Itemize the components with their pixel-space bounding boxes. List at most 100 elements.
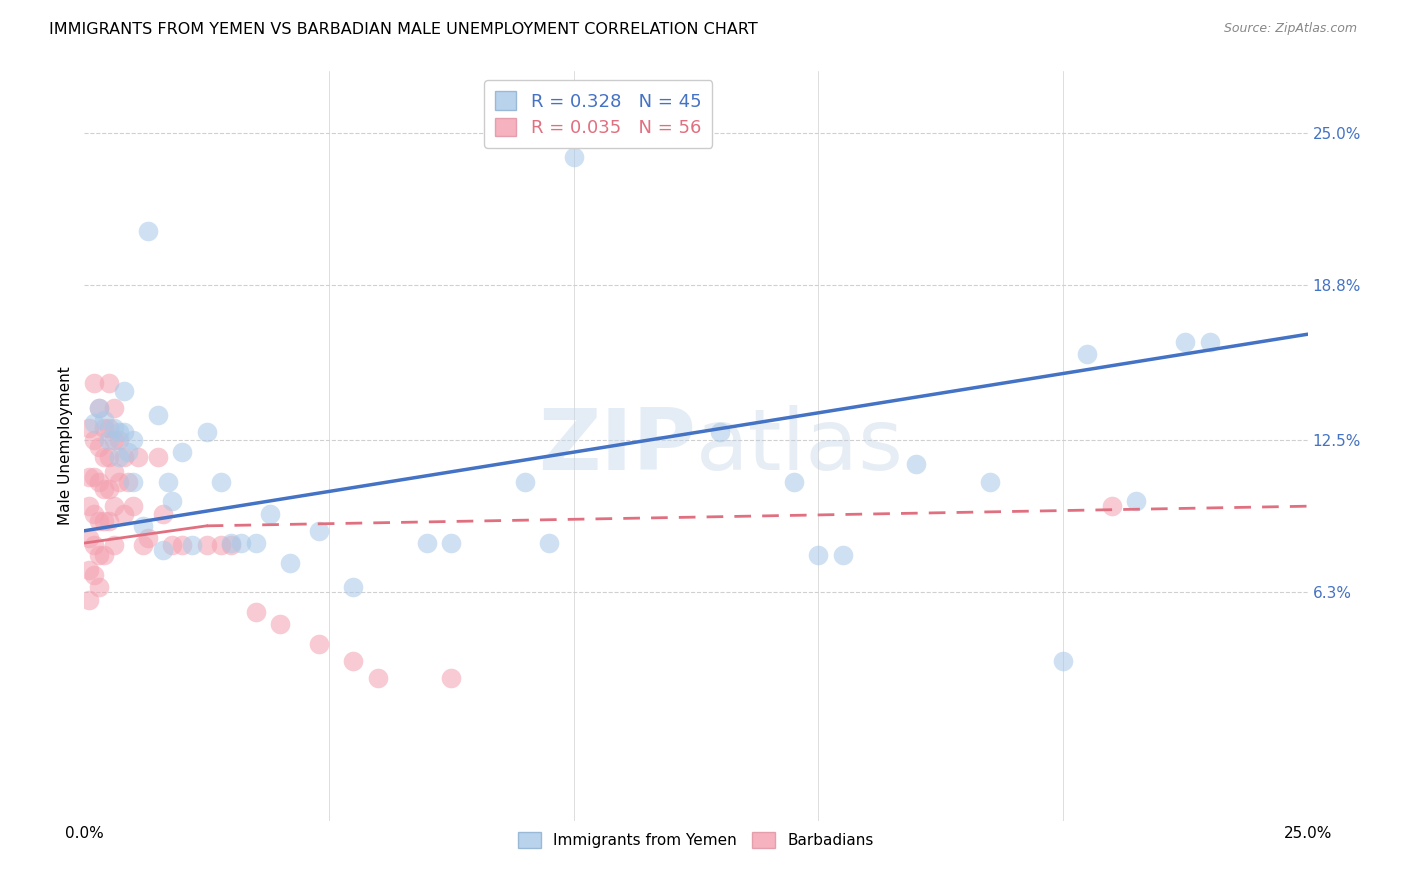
Point <box>440 671 463 685</box>
Point <box>172 445 194 459</box>
Point <box>93 482 115 496</box>
Point <box>107 433 129 447</box>
Point <box>181 539 204 553</box>
Point <box>538 536 561 550</box>
Point <box>107 450 129 464</box>
Point <box>103 499 125 513</box>
Point <box>440 536 463 550</box>
Point <box>93 549 115 563</box>
Point <box>112 384 135 398</box>
Point <box>122 499 145 513</box>
Point <box>112 507 135 521</box>
Point <box>136 531 159 545</box>
Point <box>136 224 159 238</box>
Point <box>152 543 174 558</box>
Point <box>103 433 125 447</box>
Point <box>146 450 169 464</box>
Point <box>209 539 232 553</box>
Point <box>172 539 194 553</box>
Point <box>117 475 139 489</box>
Point <box>83 539 105 553</box>
Point <box>245 605 267 619</box>
Point <box>87 401 110 415</box>
Point <box>1076 347 1098 361</box>
Point <box>259 507 281 521</box>
Point <box>162 494 184 508</box>
Point <box>77 469 100 483</box>
Point <box>83 469 105 483</box>
Point <box>93 420 115 434</box>
Text: ZIP: ZIP <box>538 404 696 488</box>
Point <box>513 475 536 489</box>
Point <box>146 409 169 423</box>
Point <box>93 413 115 427</box>
Point <box>308 524 330 538</box>
Point <box>87 475 110 489</box>
Point <box>77 531 100 545</box>
Point <box>77 592 100 607</box>
Point <box>367 671 389 685</box>
Point <box>103 539 125 553</box>
Point <box>1198 334 1220 349</box>
Point <box>342 580 364 594</box>
Point <box>195 539 218 553</box>
Point <box>83 433 105 447</box>
Point <box>245 536 267 550</box>
Point <box>308 637 330 651</box>
Point <box>1101 499 1123 513</box>
Point <box>87 514 110 528</box>
Point <box>219 536 242 550</box>
Point <box>97 450 120 464</box>
Point <box>156 475 179 489</box>
Point <box>97 482 120 496</box>
Point <box>709 425 731 440</box>
Point <box>127 450 149 464</box>
Text: atlas: atlas <box>696 404 904 488</box>
Point <box>979 475 1001 489</box>
Point <box>93 514 115 528</box>
Point <box>97 420 120 434</box>
Point <box>807 549 830 563</box>
Point <box>831 549 853 563</box>
Point <box>87 440 110 454</box>
Point <box>112 450 135 464</box>
Point <box>83 507 105 521</box>
Point <box>103 465 125 479</box>
Point <box>103 420 125 434</box>
Point <box>87 401 110 415</box>
Point <box>195 425 218 440</box>
Point <box>77 499 100 513</box>
Text: IMMIGRANTS FROM YEMEN VS BARBADIAN MALE UNEMPLOYMENT CORRELATION CHART: IMMIGRANTS FROM YEMEN VS BARBADIAN MALE … <box>49 22 758 37</box>
Legend: Immigrants from Yemen, Barbadians: Immigrants from Yemen, Barbadians <box>512 826 880 855</box>
Point <box>162 539 184 553</box>
Point <box>219 539 242 553</box>
Point <box>117 445 139 459</box>
Point <box>209 475 232 489</box>
Point <box>97 433 120 447</box>
Point <box>122 475 145 489</box>
Point <box>1174 334 1197 349</box>
Point <box>97 376 120 391</box>
Point <box>229 536 252 550</box>
Text: Source: ZipAtlas.com: Source: ZipAtlas.com <box>1223 22 1357 36</box>
Point <box>87 580 110 594</box>
Point <box>97 514 120 528</box>
Point <box>93 450 115 464</box>
Point <box>783 475 806 489</box>
Point <box>107 425 129 440</box>
Point <box>77 420 100 434</box>
Point <box>122 433 145 447</box>
Point <box>1125 494 1147 508</box>
Point <box>83 376 105 391</box>
Y-axis label: Male Unemployment: Male Unemployment <box>58 367 73 525</box>
Point <box>83 416 105 430</box>
Point <box>562 150 585 164</box>
Point <box>152 507 174 521</box>
Point <box>1052 654 1074 668</box>
Point <box>83 568 105 582</box>
Point <box>416 536 439 550</box>
Point <box>112 425 135 440</box>
Point <box>87 549 110 563</box>
Point <box>132 519 155 533</box>
Point <box>278 556 301 570</box>
